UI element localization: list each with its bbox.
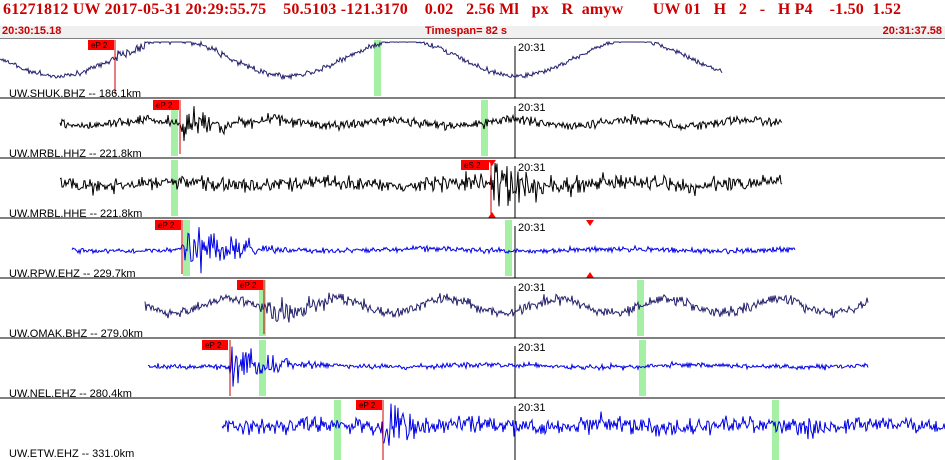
phase-window xyxy=(171,100,178,156)
phase-window xyxy=(171,160,178,216)
phase-window xyxy=(334,400,341,460)
marker-triangle-down xyxy=(488,160,496,166)
pick-flag[interactable] xyxy=(202,340,228,350)
event-header: 61271812 UW 2017-05-31 20:29:55.75 50.51… xyxy=(0,0,945,26)
time-end: 20:31:37.58 xyxy=(882,25,942,37)
marker-triangle-up xyxy=(586,272,594,278)
phase-window xyxy=(637,280,644,336)
waveform xyxy=(71,227,796,274)
phase-window xyxy=(183,220,190,276)
phase-window xyxy=(505,220,512,276)
pick-label: eP 2 xyxy=(91,41,108,50)
minute-label: 20:31 xyxy=(518,42,546,54)
trace-panel-etw[interactable]: 20:31 eP 2 UW.ETW.EHZ -- 331.0km xyxy=(0,397,945,460)
pick-label: eS 2 xyxy=(464,161,481,170)
minute-label: 20:31 xyxy=(518,162,546,174)
pick-label: eP 2 xyxy=(205,341,222,350)
minute-label: 20:31 xyxy=(518,102,546,114)
trace-panel-mrbl-hhe[interactable]: 20:31 eS 2 UW.MRBL.HHE -- 221.8km xyxy=(0,157,945,220)
minute-label: 20:31 xyxy=(518,402,546,414)
pick-flag[interactable] xyxy=(155,220,181,230)
waveform xyxy=(144,292,869,323)
trace-panel-nel[interactable]: 20:31 eP 2 UW.NEL.EHZ -- 280.4km xyxy=(0,337,945,400)
trace-panel-omak[interactable]: 20:31 eP 2 UW.OMAK.BHZ -- 279.0km xyxy=(0,277,945,340)
station-label: UW.ETW.EHZ -- 331.0km xyxy=(9,448,134,460)
pick-flag[interactable] xyxy=(88,40,114,50)
waveform xyxy=(0,40,723,81)
pick-label: eP 2 xyxy=(156,101,173,110)
minute-label: 20:31 xyxy=(518,342,546,354)
pick-flag[interactable] xyxy=(237,280,263,290)
minute-label: 20:31 xyxy=(518,222,546,234)
station-label: UW.SHUK.BHZ -- 186.1km xyxy=(9,88,141,100)
event-title: 61271812 UW 2017-05-31 20:29:55.75 50.51… xyxy=(3,1,902,18)
trace-panel-mrbl-hhz[interactable]: 20:31 eP 2 UW.MRBL.HHZ -- 221.8km xyxy=(0,97,945,160)
waveform xyxy=(59,106,783,142)
phase-window xyxy=(639,340,646,396)
seismogram-panel[interactable]: 20:31 eP 2 UW.SHUK.BHZ -- 186.1km 20:31 … xyxy=(0,38,945,460)
pick-label: eP 2 xyxy=(158,221,175,230)
time-bar: 20:30:15.18 Timespan= 82 s 20:31:37.58 xyxy=(0,25,945,38)
timespan: Timespan= 82 s xyxy=(425,25,508,37)
pick-label: eP 2 xyxy=(359,401,376,410)
pick-flag[interactable] xyxy=(153,100,179,110)
station-label: UW.NEL.EHZ -- 280.4km xyxy=(9,388,132,400)
time-start: 20:30:15.18 xyxy=(2,25,62,37)
waveform xyxy=(221,403,945,446)
pick-label: eP 2 xyxy=(240,281,257,290)
waveform xyxy=(59,162,783,207)
minute-label: 20:31 xyxy=(518,282,546,294)
trace-panel-rpw[interactable]: 20:31 eP 2 UW.RPW.EHZ -- 229.7km xyxy=(0,217,945,280)
station-label: UW.RPW.EHZ -- 229.7km xyxy=(9,268,136,280)
waveform xyxy=(147,346,869,387)
pick-flag[interactable] xyxy=(356,400,382,410)
pick-flag[interactable] xyxy=(461,160,489,170)
phase-window xyxy=(374,40,381,96)
trace-panel-shuk[interactable]: 20:31 eP 2 UW.SHUK.BHZ -- 186.1km xyxy=(0,38,945,100)
station-label: UW.MRBL.HHE -- 221.8km xyxy=(9,208,142,220)
station-label: UW.MRBL.HHZ -- 221.8km xyxy=(9,148,142,160)
marker-triangle-up xyxy=(488,212,496,218)
marker-triangle-down xyxy=(586,220,594,226)
station-label: UW.OMAK.BHZ -- 279.0km xyxy=(9,328,143,340)
